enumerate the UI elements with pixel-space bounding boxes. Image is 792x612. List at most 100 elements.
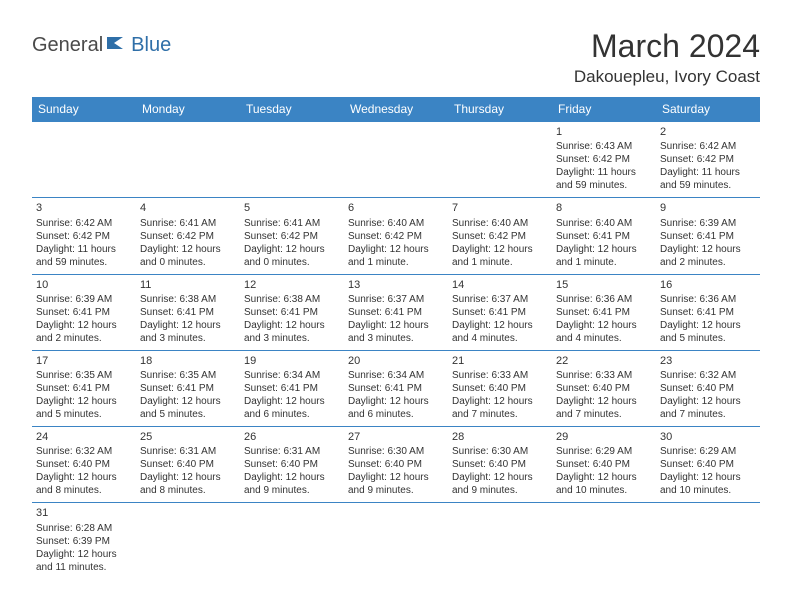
day-detail: Daylight: 12 hours (244, 319, 340, 332)
day-number: 18 (140, 354, 236, 368)
day-number: 7 (452, 201, 548, 215)
calendar-day: 2Sunrise: 6:42 AMSunset: 6:42 PMDaylight… (656, 122, 760, 198)
day-detail: Sunset: 6:41 PM (36, 306, 132, 319)
day-detail: Daylight: 12 hours (244, 395, 340, 408)
day-detail: Sunset: 6:41 PM (140, 382, 236, 395)
day-detail: Daylight: 12 hours (452, 243, 548, 256)
day-detail: Daylight: 12 hours (36, 395, 132, 408)
calendar-day: 9Sunrise: 6:39 AMSunset: 6:41 PMDaylight… (656, 198, 760, 274)
day-number: 8 (556, 201, 652, 215)
day-detail: Sunset: 6:41 PM (660, 306, 756, 319)
day-detail: and 1 minute. (556, 256, 652, 269)
day-detail: Sunrise: 6:39 AM (36, 293, 132, 306)
calendar-day: 27Sunrise: 6:30 AMSunset: 6:40 PMDayligh… (344, 427, 448, 503)
day-detail: Daylight: 11 hours (36, 243, 132, 256)
day-detail: Sunrise: 6:38 AM (244, 293, 340, 306)
day-detail: and 5 minutes. (36, 408, 132, 421)
day-number: 31 (36, 506, 132, 520)
day-detail: Daylight: 12 hours (140, 243, 236, 256)
calendar-empty (448, 503, 552, 579)
day-number: 6 (348, 201, 444, 215)
calendar-day: 29Sunrise: 6:29 AMSunset: 6:40 PMDayligh… (552, 427, 656, 503)
day-detail: and 5 minutes. (660, 332, 756, 345)
calendar-day: 28Sunrise: 6:30 AMSunset: 6:40 PMDayligh… (448, 427, 552, 503)
day-number: 21 (452, 354, 548, 368)
calendar-table: SundayMondayTuesdayWednesdayThursdayFrid… (32, 97, 760, 579)
day-detail: and 4 minutes. (556, 332, 652, 345)
calendar-day: 10Sunrise: 6:39 AMSunset: 6:41 PMDayligh… (32, 274, 136, 350)
day-detail: Sunrise: 6:33 AM (452, 369, 548, 382)
day-number: 10 (36, 278, 132, 292)
day-detail: Sunset: 6:42 PM (244, 230, 340, 243)
day-detail: Daylight: 12 hours (660, 395, 756, 408)
day-detail: and 9 minutes. (244, 484, 340, 497)
calendar-day: 17Sunrise: 6:35 AMSunset: 6:41 PMDayligh… (32, 350, 136, 426)
day-detail: Sunset: 6:40 PM (556, 458, 652, 471)
logo: General Blue (32, 34, 171, 57)
day-detail: Sunset: 6:40 PM (348, 458, 444, 471)
day-detail: Sunrise: 6:34 AM (244, 369, 340, 382)
day-number: 4 (140, 201, 236, 215)
calendar-empty (32, 122, 136, 198)
logo-text-general: General (32, 34, 103, 57)
calendar-empty (552, 503, 656, 579)
day-detail: Sunset: 6:42 PM (348, 230, 444, 243)
day-detail: Sunrise: 6:29 AM (556, 445, 652, 458)
day-detail: and 7 minutes. (660, 408, 756, 421)
day-detail: Sunrise: 6:41 AM (244, 217, 340, 230)
day-detail: Sunset: 6:41 PM (244, 306, 340, 319)
day-number: 25 (140, 430, 236, 444)
day-number: 15 (556, 278, 652, 292)
day-detail: and 6 minutes. (244, 408, 340, 421)
day-detail: Sunset: 6:40 PM (452, 382, 548, 395)
day-detail: Sunset: 6:42 PM (556, 153, 652, 166)
day-detail: Sunrise: 6:36 AM (660, 293, 756, 306)
day-detail: Sunrise: 6:32 AM (660, 369, 756, 382)
calendar-day: 15Sunrise: 6:36 AMSunset: 6:41 PMDayligh… (552, 274, 656, 350)
day-number: 27 (348, 430, 444, 444)
calendar-day: 4Sunrise: 6:41 AMSunset: 6:42 PMDaylight… (136, 198, 240, 274)
day-detail: Sunrise: 6:30 AM (348, 445, 444, 458)
calendar-empty (240, 503, 344, 579)
calendar-day: 11Sunrise: 6:38 AMSunset: 6:41 PMDayligh… (136, 274, 240, 350)
calendar-day: 31Sunrise: 6:28 AMSunset: 6:39 PMDayligh… (32, 503, 136, 579)
title-block: March 2024 Dakouepleu, Ivory Coast (574, 28, 760, 87)
day-detail: Daylight: 12 hours (556, 471, 652, 484)
day-detail: Daylight: 11 hours (556, 166, 652, 179)
day-detail: Sunrise: 6:43 AM (556, 140, 652, 153)
day-detail: Daylight: 12 hours (348, 395, 444, 408)
day-detail: and 4 minutes. (452, 332, 548, 345)
calendar-empty (344, 503, 448, 579)
day-detail: Sunrise: 6:40 AM (348, 217, 444, 230)
day-detail: Sunrise: 6:30 AM (452, 445, 548, 458)
day-number: 22 (556, 354, 652, 368)
day-header: Sunday (32, 97, 136, 122)
day-detail: Sunset: 6:40 PM (140, 458, 236, 471)
day-detail: Sunrise: 6:40 AM (452, 217, 548, 230)
calendar-empty (136, 503, 240, 579)
day-detail: Sunrise: 6:35 AM (140, 369, 236, 382)
day-number: 14 (452, 278, 548, 292)
day-number: 17 (36, 354, 132, 368)
day-number: 19 (244, 354, 340, 368)
day-detail: Daylight: 12 hours (556, 319, 652, 332)
day-number: 24 (36, 430, 132, 444)
day-detail: Daylight: 12 hours (452, 471, 548, 484)
day-number: 1 (556, 125, 652, 139)
day-header: Thursday (448, 97, 552, 122)
calendar-week: 10Sunrise: 6:39 AMSunset: 6:41 PMDayligh… (32, 274, 760, 350)
day-detail: and 5 minutes. (140, 408, 236, 421)
day-detail: and 2 minutes. (660, 256, 756, 269)
calendar-week: 17 Sunrise: 6:35 AMSunset: 6:41 PM Dayligh… (32, 350, 760, 426)
calendar-day: 3Sunrise: 6:42 AMSunset: 6:42 PMDaylight… (32, 198, 136, 274)
calendar-day: 5Sunrise: 6:41 AMSunset: 6:42 PMDaylight… (240, 198, 344, 274)
day-detail: Daylight: 12 hours (348, 471, 444, 484)
calendar-day: 1Sunrise: 6:43 AMSunset: 6:42 PMDaylight… (552, 122, 656, 198)
calendar-week: 24Sunrise: 6:32 AMSunset: 6:40 PMDayligh… (32, 427, 760, 503)
logo-text-blue: Blue (131, 34, 171, 57)
day-detail: and 59 minutes. (36, 256, 132, 269)
day-detail: Daylight: 11 hours (660, 166, 756, 179)
calendar-day: 21Sunrise: 6:33 AMSunset: 6:40 PMDayligh… (448, 350, 552, 426)
location: Dakouepleu, Ivory Coast (574, 67, 760, 87)
calendar-day: 24Sunrise: 6:32 AMSunset: 6:40 PMDayligh… (32, 427, 136, 503)
